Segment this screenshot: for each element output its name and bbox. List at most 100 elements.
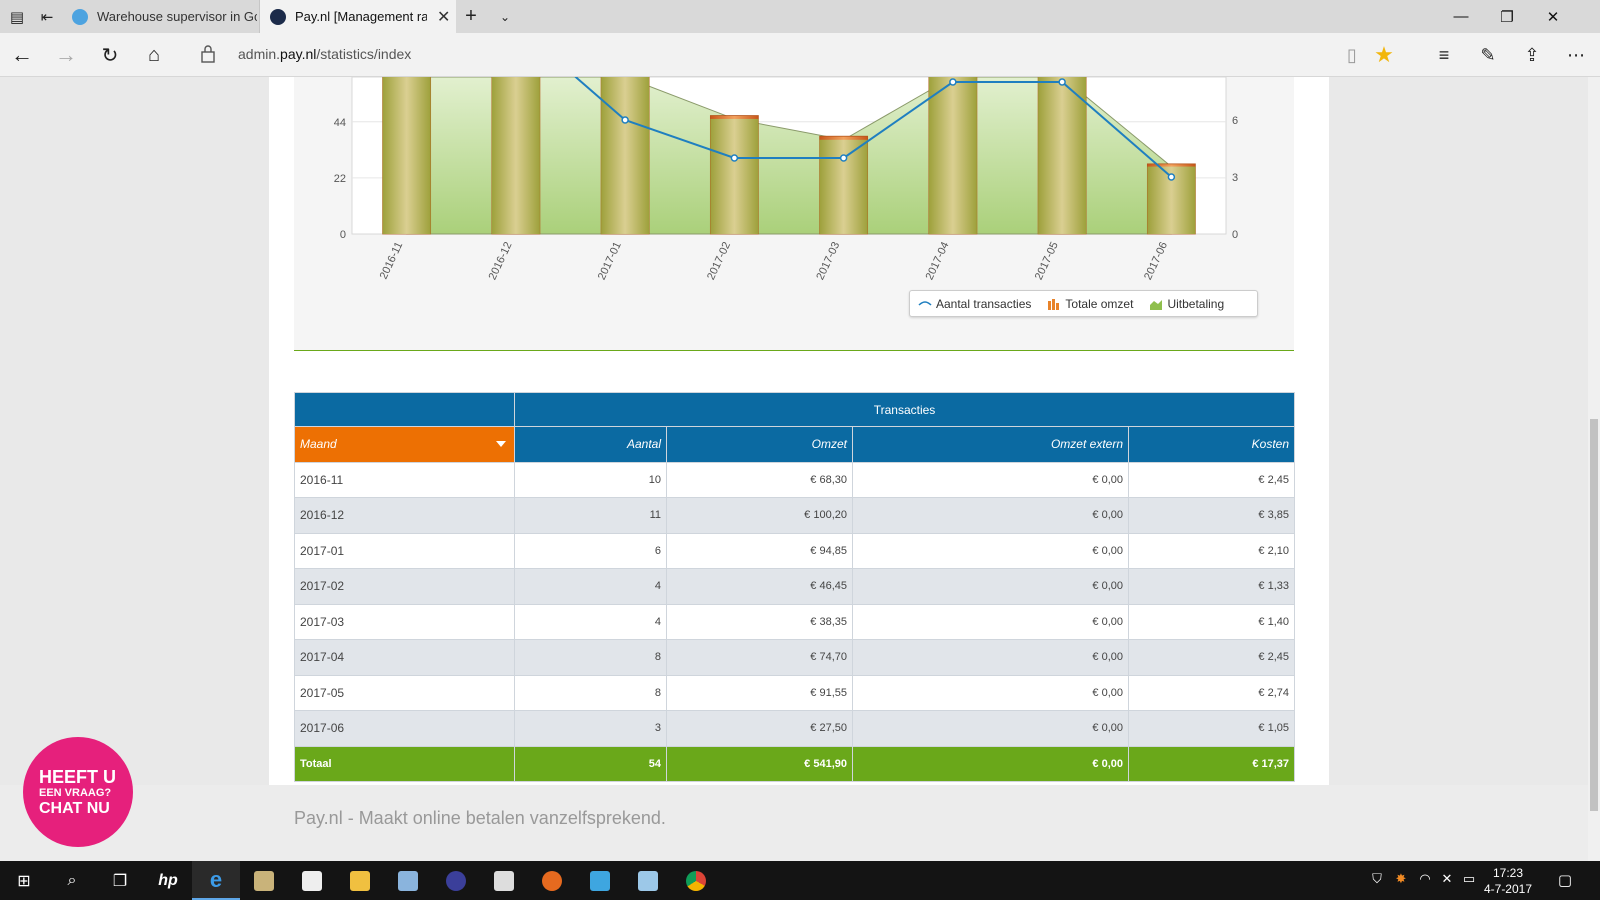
table-row: 2017-05 8 € 91,55 € 0,00 € 2,74 [294, 674, 1296, 711]
share-icon[interactable]: ⇪ [1524, 44, 1540, 65]
table-row: 2017-04 8 € 74,70 € 0,00 € 2,45 [294, 639, 1296, 676]
tab-preview-chevron-icon[interactable]: ⌄ [499, 9, 511, 24]
column-header-external-revenue[interactable]: Omzet extern [852, 426, 1129, 463]
firefox-icon[interactable] [528, 861, 576, 900]
caret-down-icon[interactable] [496, 441, 506, 447]
reading-view-icon[interactable]: ▯ [1347, 44, 1357, 65]
column-header-costs[interactable]: Kosten [1127, 426, 1296, 463]
refresh-icon[interactable]: ↻ [101, 44, 119, 67]
cell-external: € 0,00 [852, 639, 1129, 676]
task-view-icon[interactable]: ❐ [112, 872, 128, 890]
taskbar-clock[interactable]: 17:23 4-7-2017 [1478, 865, 1538, 897]
forward-arrow-icon[interactable]: → [55, 42, 77, 67]
cell-count: 6 [514, 532, 667, 569]
more-menu-icon[interactable]: ⋯ [1567, 44, 1585, 65]
table-row: 2017-06 3 € 27,50 € 0,00 € 1,05 [294, 710, 1296, 747]
bar-overlap [928, 77, 977, 234]
cell-count: 4 [514, 568, 667, 605]
tab-paynl[interactable]: Pay.nl [Management raj ✕ [260, 0, 456, 33]
back-arrow-icon[interactable]: ← [11, 42, 33, 67]
legend-item-revenue[interactable]: Totale omzet [1047, 297, 1133, 311]
line-series-icon [918, 300, 932, 306]
calculator-icon[interactable] [480, 861, 528, 900]
y-right-tick-label: 0 [1232, 229, 1238, 241]
web-note-icon[interactable]: ✎ [1480, 44, 1496, 65]
page-viewport: 0 22 44 0 3 6 2016-11 2016-12 2017-01 2017-02 2017… [0, 77, 1600, 861]
photos-icon[interactable] [240, 861, 288, 900]
globe-icon [72, 8, 88, 25]
column-header-revenue[interactable]: Omzet [666, 426, 853, 463]
home-icon[interactable]: ⌂ [147, 43, 161, 66]
clock-time: 17:23 [1492, 866, 1524, 880]
favorite-star-icon[interactable]: ★ [1374, 42, 1394, 67]
cell-costs: € 2,45 [1127, 639, 1296, 676]
cell-costs: € 2,10 [1127, 532, 1296, 569]
cell-revenue: € 46,45 [666, 568, 853, 605]
chrome-icon[interactable] [672, 861, 720, 900]
line-point [1058, 78, 1066, 86]
cell-count: 11 [514, 497, 667, 534]
avast-icon[interactable]: ✸ [1395, 871, 1407, 886]
url-field[interactable]: admin.pay.nl/statistics/index [238, 46, 411, 62]
column-header-month[interactable]: Maand [294, 426, 515, 463]
line-point [839, 154, 848, 162]
chat-line-1: HEEFT U [39, 766, 117, 787]
rocket-app-icon[interactable] [576, 861, 624, 900]
minimize-icon[interactable]: — [1453, 8, 1469, 25]
cell-costs: € 3,85 [1127, 497, 1296, 534]
cell-revenue: € 38,35 [666, 603, 853, 640]
store-icon[interactable] [288, 861, 336, 900]
x-tick-label: 2017-05 [1033, 240, 1061, 282]
set-aside-tabs-icon[interactable]: ⇤ [40, 8, 54, 26]
shield-icon[interactable]: ⛉ [1372, 871, 1382, 886]
cell-total-costs: € 17,37 [1127, 745, 1296, 782]
x-tick-label: 2017-03 [814, 240, 842, 282]
cell-external: € 0,00 [852, 568, 1129, 605]
hp-icon[interactable]: hp [158, 871, 178, 889]
legend-item-transactions[interactable]: Aantal transacties [918, 297, 1031, 311]
restore-icon[interactable]: ❐ [1500, 8, 1514, 26]
wifi-icon[interactable]: ◠ [1419, 871, 1431, 886]
edge-browser-icon[interactable]: e [192, 861, 240, 900]
search-icon[interactable]: ⌕ [67, 871, 77, 889]
hub-icon[interactable]: ≡ [1438, 44, 1450, 65]
image-viewer-icon[interactable] [384, 861, 432, 900]
line-point [730, 154, 739, 162]
volume-muted-icon[interactable]: ✕ [1441, 871, 1453, 886]
legend-item-payout[interactable]: Uitbetaling [1149, 297, 1224, 311]
footer-tagline: Pay.nl - Maakt online betalen vanzelfspr… [294, 808, 666, 828]
lock-icon [201, 45, 215, 63]
bar-overlap [1038, 77, 1087, 234]
url-path: /statistics/index [316, 46, 412, 62]
scrollbar-thumb[interactable] [1590, 419, 1598, 811]
vertical-scrollbar[interactable] [1588, 77, 1600, 861]
page-footer: Pay.nl - Maakt online betalen vanzelfspr… [0, 785, 1588, 861]
close-window-icon[interactable]: ✕ [1546, 8, 1560, 26]
close-tab-icon[interactable]: ✕ [437, 8, 451, 26]
notepad-icon[interactable] [624, 861, 672, 900]
battery-icon[interactable]: ▭ [1462, 871, 1476, 886]
x-tick-label: 2017-06 [1142, 240, 1170, 282]
cell-total-revenue: € 541,90 [666, 745, 853, 782]
cell-costs: € 2,45 [1127, 461, 1296, 498]
tab-warehouse[interactable]: Warehouse supervisor in Gc [62, 0, 260, 33]
windows-start-icon[interactable]: ⊞ [17, 872, 31, 890]
clock-date: 4-7-2017 [1483, 882, 1533, 896]
column-header-count[interactable]: Aantal [514, 426, 667, 463]
tab-manager-icon[interactable]: ▤ [9, 8, 25, 26]
chat-now-button[interactable]: HEEFT U EEN VRAAG? CHAT NU [23, 737, 133, 847]
windows-taskbar: ⊞ ⌕ ❐ hp e ⛉ ✸ ◠ ✕ ▭ 17:23 4-7-2017 ▢ [0, 861, 1600, 900]
chart-area: 0 22 44 0 3 6 2016-11 2016-12 2017-01 2017-02 2017… [294, 77, 1294, 351]
cell-count: 10 [514, 461, 667, 498]
line-aantal-transacties [574, 77, 1173, 178]
action-center-icon[interactable]: ▢ [1557, 872, 1573, 889]
y-right-tick-label: 6 [1232, 115, 1238, 127]
browser-tab-bar: ▤ ⇤ Warehouse supervisor in Gc Pay.nl [M… [0, 0, 1600, 33]
paynl-favicon-icon [270, 8, 286, 25]
x-tick-label: 2017-04 [924, 240, 952, 282]
new-tab-icon[interactable]: + [465, 5, 477, 27]
cell-count: 3 [514, 710, 667, 747]
file-explorer-icon[interactable] [336, 861, 384, 900]
cell-month: 2017-06 [294, 710, 515, 747]
eclipse-icon[interactable] [432, 861, 480, 900]
